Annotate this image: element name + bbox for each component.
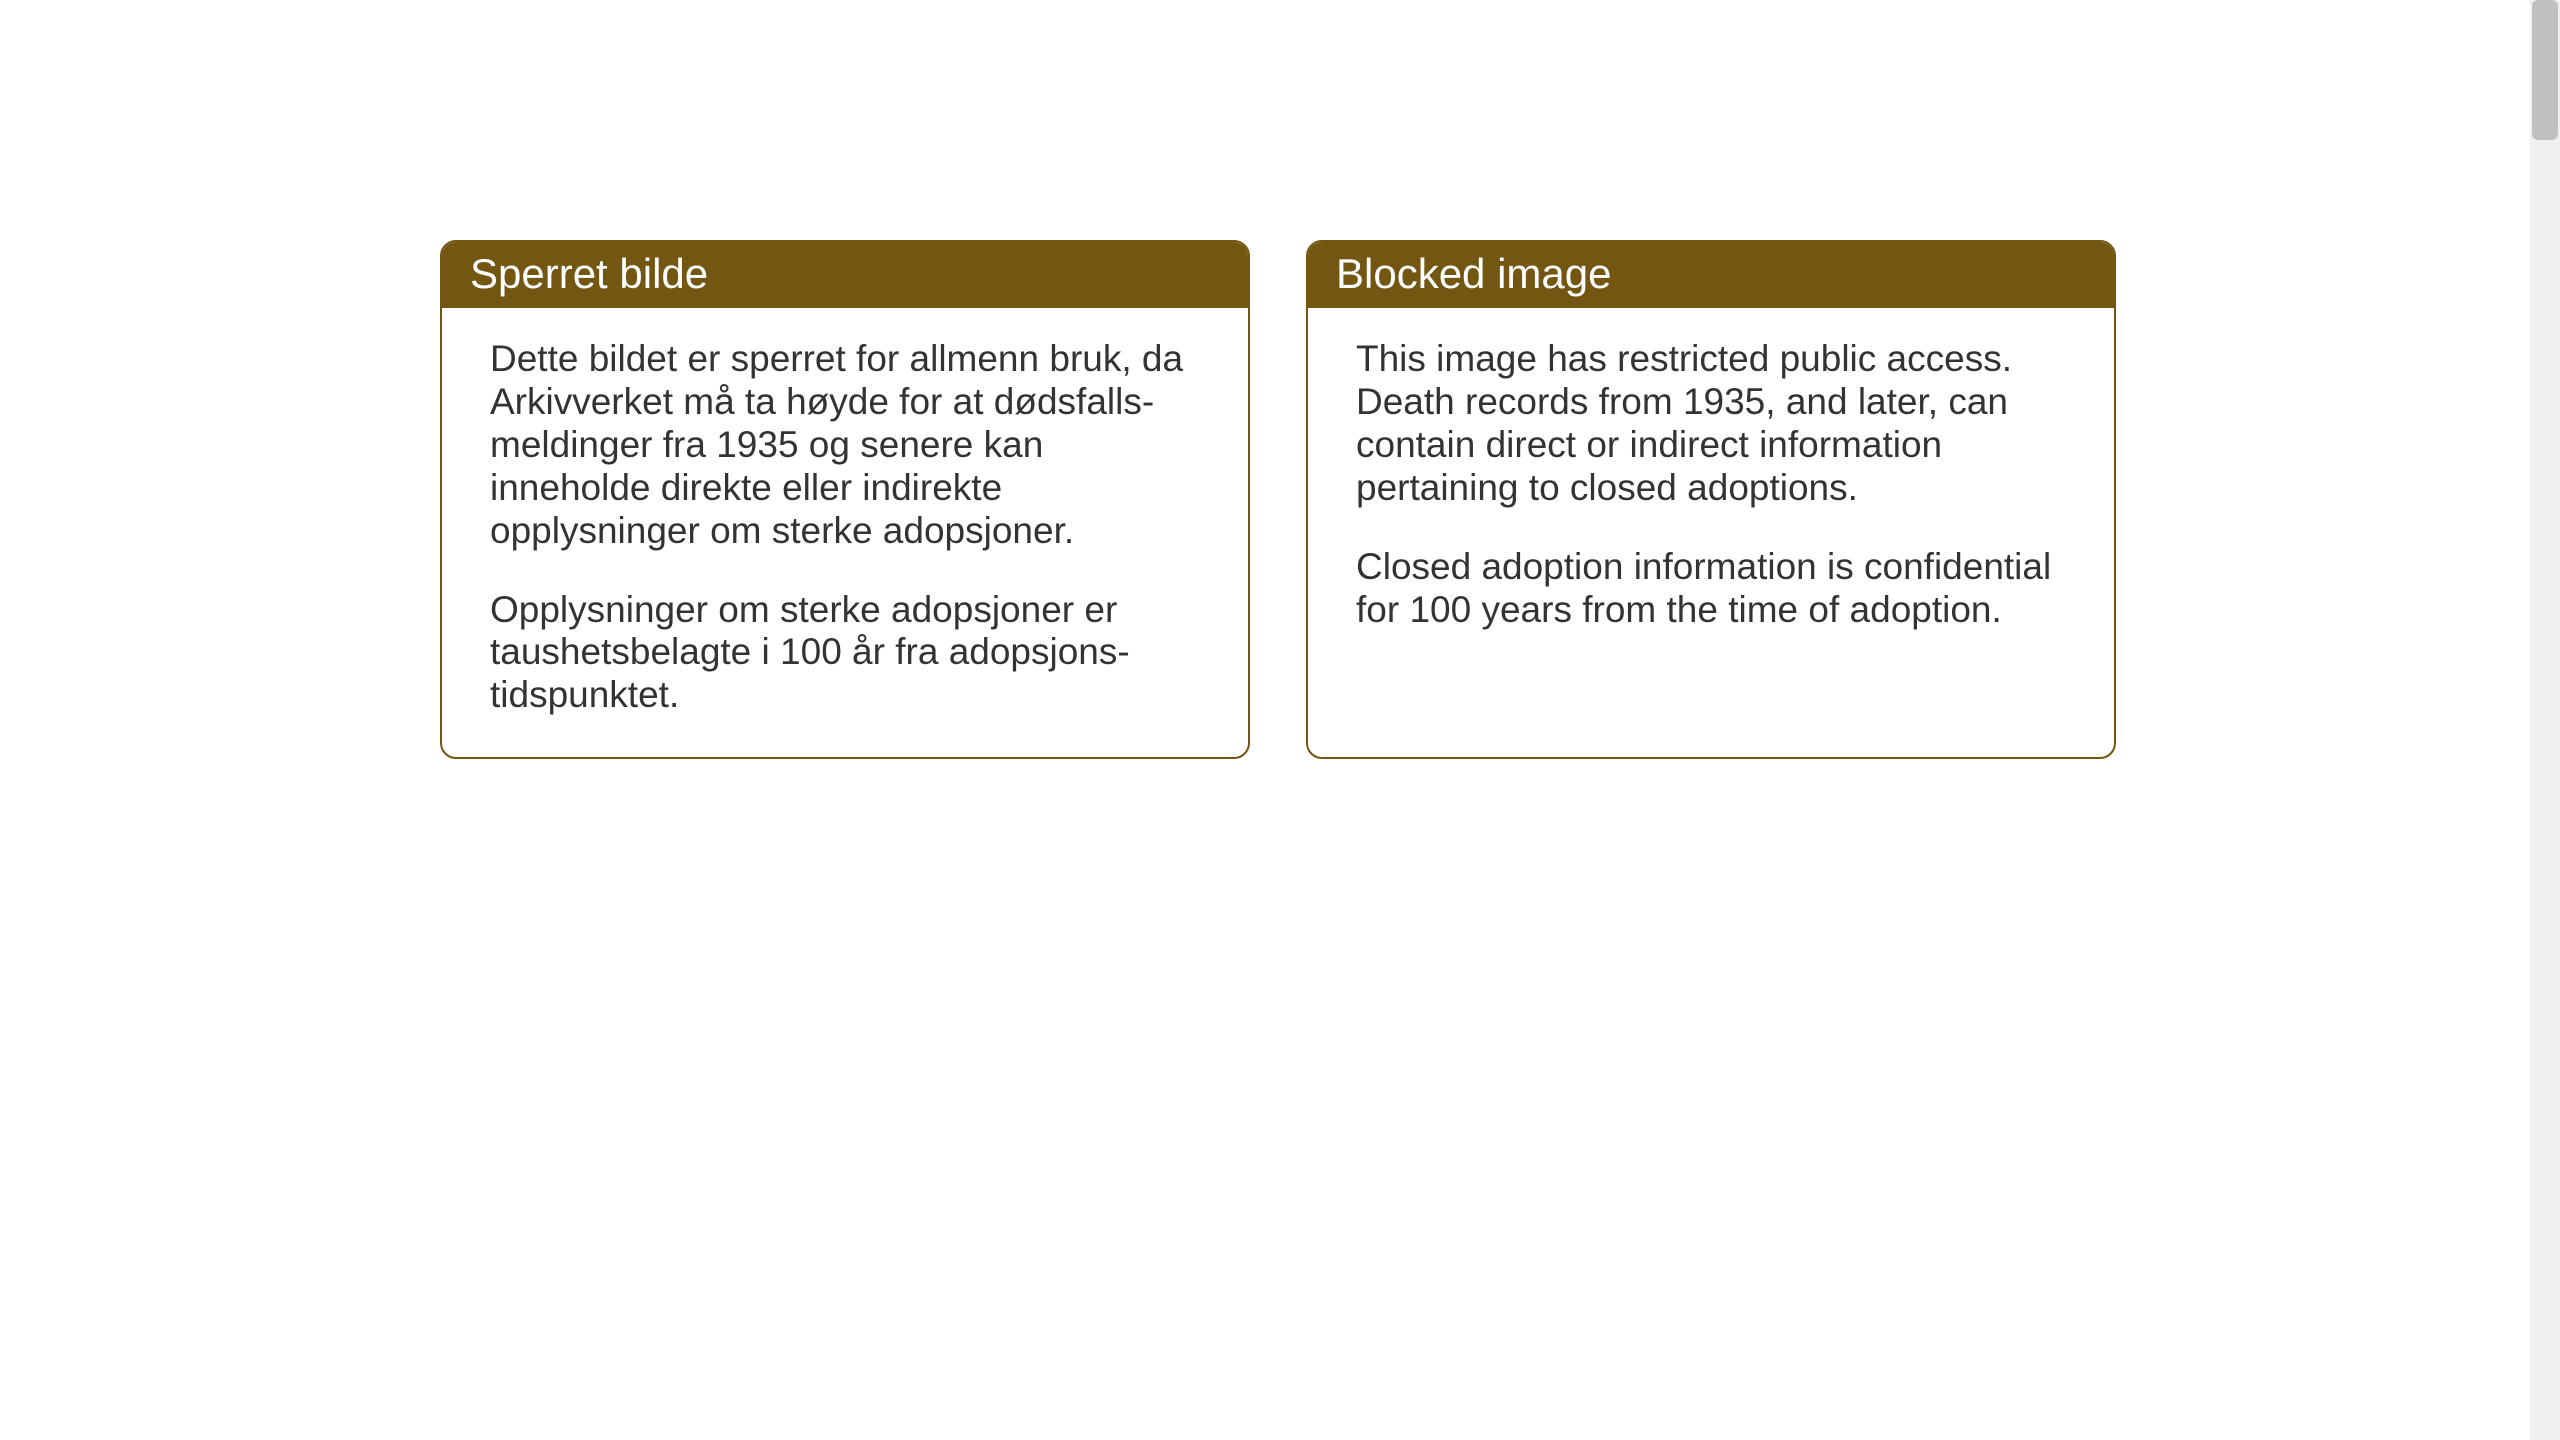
card-english: Blocked image This image has restricted … [1306,240,2116,759]
card-paragraph-2-english: Closed adoption information is confident… [1356,546,2066,632]
card-header-norwegian: Sperret bilde [442,242,1248,308]
card-title-norwegian: Sperret bilde [470,250,708,297]
card-body-english: This image has restricted public access.… [1308,308,2114,671]
card-paragraph-1-norwegian: Dette bildet er sperret for allmenn bruk… [490,338,1200,553]
card-paragraph-1-english: This image has restricted public access.… [1356,338,2066,510]
card-title-english: Blocked image [1336,250,1611,297]
scrollbar-thumb[interactable] [2532,0,2558,140]
card-paragraph-2-norwegian: Opplysninger om sterke adopsjoner er tau… [490,589,1200,718]
card-norwegian: Sperret bilde Dette bildet er sperret fo… [440,240,1250,759]
cards-container: Sperret bilde Dette bildet er sperret fo… [440,240,2116,759]
card-body-norwegian: Dette bildet er sperret for allmenn bruk… [442,308,1248,757]
card-header-english: Blocked image [1308,242,2114,308]
vertical-scrollbar[interactable] [2530,0,2560,1440]
